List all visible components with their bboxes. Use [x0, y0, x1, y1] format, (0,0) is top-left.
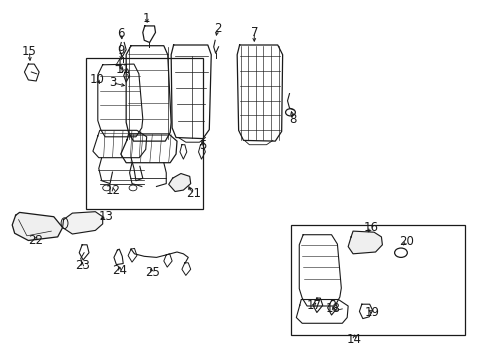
Text: 24: 24	[112, 264, 127, 277]
Text: 2: 2	[213, 22, 221, 35]
Polygon shape	[347, 231, 382, 254]
Text: 11: 11	[116, 63, 130, 76]
Text: 18: 18	[325, 302, 340, 315]
Text: 19: 19	[365, 306, 379, 319]
Text: 14: 14	[346, 333, 361, 346]
Text: 10: 10	[89, 73, 104, 86]
Text: 9: 9	[117, 44, 125, 57]
Polygon shape	[168, 174, 190, 192]
Polygon shape	[12, 212, 62, 240]
Text: 21: 21	[185, 187, 200, 200]
Bar	[85, 58, 203, 209]
Text: 22: 22	[28, 234, 42, 247]
Text: 16: 16	[364, 221, 378, 234]
Text: 6: 6	[117, 27, 125, 40]
Text: 5: 5	[199, 139, 206, 152]
Text: 12: 12	[106, 184, 121, 197]
Text: 20: 20	[399, 235, 413, 248]
Text: 17: 17	[306, 299, 321, 312]
Text: 1: 1	[142, 12, 150, 25]
Text: 15: 15	[22, 45, 37, 58]
Polygon shape	[62, 212, 102, 234]
Bar	[290, 225, 464, 335]
Text: 7: 7	[250, 26, 258, 39]
Text: 8: 8	[289, 113, 297, 126]
Text: 4: 4	[114, 58, 122, 71]
Text: 3: 3	[108, 76, 116, 89]
Text: 25: 25	[145, 266, 160, 279]
Text: 23: 23	[75, 259, 89, 272]
Text: 13: 13	[99, 210, 114, 222]
